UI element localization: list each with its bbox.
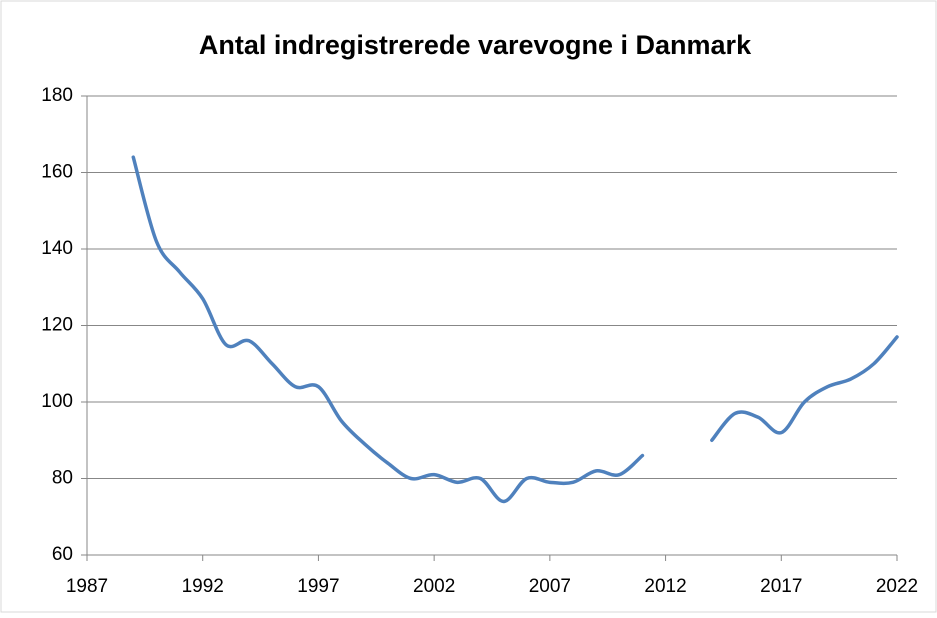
x-tick-label: 2002	[413, 576, 455, 597]
y-tick-label: 80	[52, 468, 73, 489]
x-tick-label: 1987	[66, 576, 108, 597]
x-tick-label: 2017	[760, 576, 802, 597]
y-tick-label: 160	[41, 162, 73, 183]
x-tick-label: 2022	[876, 576, 918, 597]
chart-title: Antal indregistrerede varevogne i Danmar…	[199, 30, 752, 60]
y-tick-label: 180	[41, 85, 73, 106]
y-tick-label: 60	[52, 544, 73, 565]
x-tick-label: 2012	[644, 576, 686, 597]
x-tick-label: 1997	[297, 576, 339, 597]
x-tick-label: 1992	[182, 576, 224, 597]
x-tick-label: 2007	[529, 576, 571, 597]
y-tick-label: 100	[41, 391, 73, 412]
data-line	[131, 155, 899, 504]
y-tick-label: 140	[41, 238, 73, 259]
y-tick-label: 120	[41, 315, 73, 336]
